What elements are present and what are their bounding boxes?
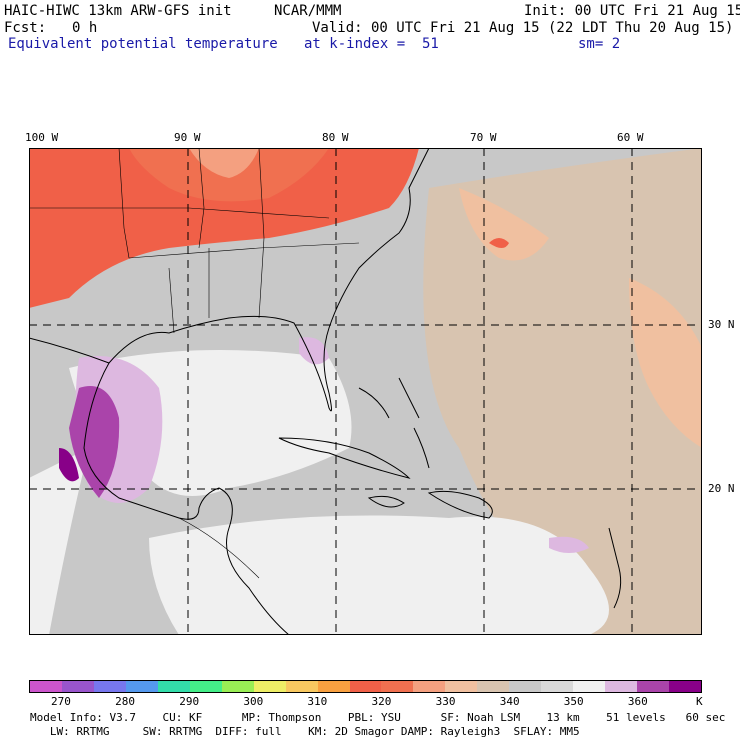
colorbar-swatch bbox=[221, 681, 254, 692]
map-region-icon bbox=[29, 148, 702, 635]
moist-peak bbox=[59, 448, 79, 482]
model-info-line2: LW: RRTMG SW: RRTMG DIFF: full KM: 2D Sm… bbox=[30, 725, 580, 738]
colorbar-swatch bbox=[30, 681, 62, 692]
moist-core bbox=[69, 386, 120, 498]
colorbar-tick-label: 360 bbox=[627, 695, 648, 708]
colorbar-tick-label: 300 bbox=[243, 695, 264, 708]
atlantic-warm-spot bbox=[489, 238, 509, 248]
colorbar-swatch bbox=[125, 681, 158, 692]
colorbar-swatch bbox=[381, 681, 414, 692]
colorbar bbox=[29, 680, 702, 693]
lat-lon-grid bbox=[29, 148, 702, 635]
org-label: NCAR/MMM bbox=[274, 3, 342, 19]
lon-label: 90 W bbox=[174, 131, 201, 144]
colorbar-units: K bbox=[696, 695, 703, 708]
political-borders bbox=[29, 148, 360, 579]
colorbar-swatch bbox=[285, 681, 318, 692]
colorbar-tick-label: 280 bbox=[115, 695, 136, 708]
lon-label: 100 W bbox=[25, 131, 59, 144]
map-region bbox=[29, 148, 702, 635]
coastlines bbox=[29, 148, 622, 635]
colorbar-swatch bbox=[413, 681, 446, 692]
lon-label: 80 W bbox=[322, 131, 349, 144]
pacific-light bbox=[29, 448, 89, 635]
caribbean-light bbox=[149, 515, 609, 635]
colorbar-swatch bbox=[605, 681, 638, 692]
level-info: at k-index = 51 bbox=[304, 36, 439, 52]
field-name: Equivalent potential temperature bbox=[8, 36, 278, 52]
colorbar-swatch bbox=[573, 681, 606, 692]
colorbar-tick-label: 310 bbox=[307, 695, 328, 708]
colorbar-tick-label: 320 bbox=[371, 695, 392, 708]
colorbar-tick-label: 350 bbox=[563, 695, 584, 708]
fcst-label: Fcst: bbox=[4, 20, 47, 36]
colorbar-swatch bbox=[541, 681, 574, 692]
model-info-line1: Model Info: V3.7 CU: KF MP: Thompson PBL… bbox=[30, 711, 726, 724]
colorbar-swatch bbox=[189, 681, 222, 692]
lat-label: 20 N bbox=[708, 482, 735, 495]
model-title: HAIC-HIWC 13km ARW-GFS init bbox=[4, 3, 232, 19]
colorbar-tick-label: 340 bbox=[499, 695, 520, 708]
smoothing-info: sm= 2 bbox=[578, 36, 621, 52]
colorbar-tick-label: 330 bbox=[435, 695, 456, 708]
init-time: Init: 00 UTC Fri 21 Aug 15 bbox=[524, 3, 740, 19]
warm-land-peak bbox=[189, 148, 259, 178]
colorbar-tick-label: 270 bbox=[51, 695, 71, 708]
atlantic-band bbox=[459, 188, 549, 261]
atlantic-band bbox=[629, 278, 702, 448]
moist-spot bbox=[299, 337, 329, 365]
warm-land bbox=[29, 148, 419, 308]
colorbar-swatch bbox=[61, 681, 94, 692]
colorbar-swatch bbox=[253, 681, 286, 692]
colorbar-swatch bbox=[445, 681, 478, 692]
colorbar-swatch bbox=[157, 681, 190, 692]
colorbar-swatch bbox=[93, 681, 126, 692]
colorbar-swatch bbox=[317, 681, 350, 692]
colorbar-swatch bbox=[669, 681, 702, 692]
lon-label: 70 W bbox=[470, 131, 497, 144]
colorbar-swatch bbox=[509, 681, 542, 692]
moist-spot bbox=[549, 536, 589, 553]
colorbar-swatch bbox=[477, 681, 510, 692]
valid-time: Valid: 00 UTC Fri 21 Aug 15 (22 LDT Thu … bbox=[312, 20, 734, 36]
lon-label: 60 W bbox=[617, 131, 644, 144]
colorbar-swatch bbox=[637, 681, 670, 692]
colorbar-tick-label: 290 bbox=[179, 695, 200, 708]
lat-label: 30 N bbox=[708, 318, 735, 331]
colorbar-swatch bbox=[349, 681, 382, 692]
fcst-value: 0 h bbox=[72, 20, 98, 36]
map-frame bbox=[29, 148, 702, 635]
